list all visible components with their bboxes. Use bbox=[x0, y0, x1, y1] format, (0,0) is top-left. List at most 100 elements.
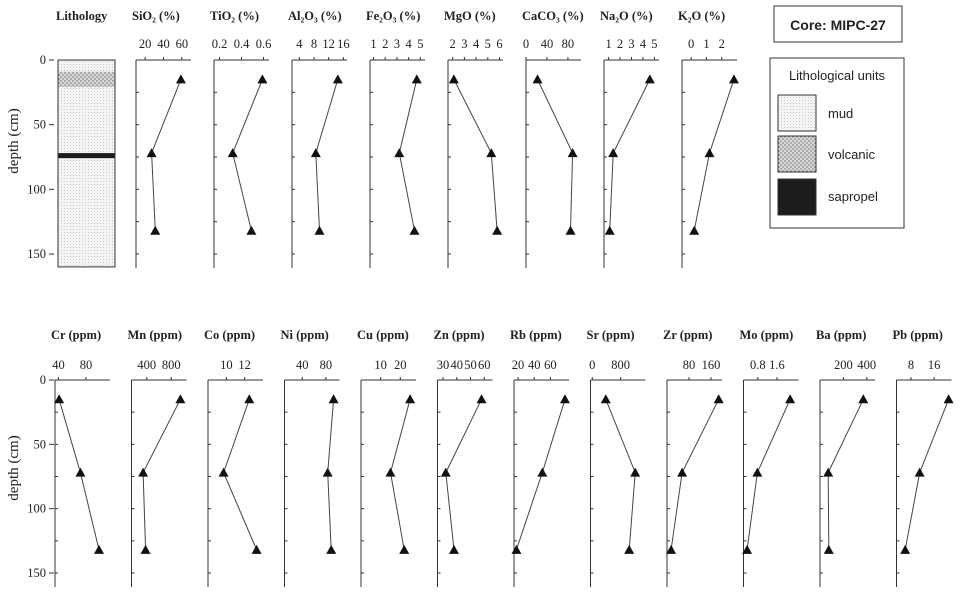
x-tick-label: 30 bbox=[437, 358, 450, 372]
data-point-marker bbox=[138, 467, 149, 477]
panel-title-sio: SiO₂ (%) bbox=[132, 9, 180, 23]
x-tick-label: 6 bbox=[496, 37, 502, 51]
x-tick-label: 80 bbox=[80, 358, 93, 372]
data-point-marker bbox=[713, 394, 724, 404]
panel-title-zn-ppm: Zn (ppm) bbox=[434, 328, 485, 342]
profile-line-zn-ppm bbox=[445, 399, 482, 550]
depth-ticks-bottom: 0 50 100 150 bbox=[27, 373, 54, 580]
x-tick-label: 80 bbox=[320, 358, 333, 372]
profile-line-tio bbox=[232, 79, 263, 231]
panel-title-mn-ppm: Mn (ppm) bbox=[128, 328, 183, 342]
data-point-marker bbox=[314, 225, 325, 235]
x-tick-label: 40 bbox=[451, 358, 464, 372]
x-tick-label: 0 bbox=[688, 37, 694, 51]
panel-tio: TiO₂ (%) 0.2 0.4 0.6 bbox=[210, 9, 271, 268]
y-axis-label-top: depth (cm) bbox=[6, 108, 22, 173]
x-tick-label: 60 bbox=[544, 358, 557, 372]
x-tick-label: 0 bbox=[589, 358, 595, 372]
data-point-marker bbox=[600, 394, 611, 404]
x-tick-label: 0.8 bbox=[750, 358, 766, 372]
data-point-marker bbox=[689, 225, 700, 235]
panel-title-mgo: MgO (%) bbox=[444, 9, 496, 23]
panel-mgo: MgO (%) 2 3 4 5 6 bbox=[444, 9, 503, 268]
x-tick-label: 40 bbox=[541, 37, 554, 51]
data-point-marker bbox=[227, 148, 238, 158]
x-tick-label: 4 bbox=[473, 37, 480, 51]
data-point-marker bbox=[914, 467, 925, 477]
x-tick-label: 16 bbox=[337, 37, 350, 51]
x-tick-label: 800 bbox=[611, 358, 630, 372]
depth-tick-label: 150 bbox=[27, 247, 46, 261]
profile-line-sio bbox=[151, 79, 182, 231]
x-tick-label: 0.4 bbox=[234, 37, 250, 51]
panel-al-o: Al₂O₃ (%) 4 8 12 16 bbox=[288, 9, 350, 268]
x-tick-label: 3 bbox=[394, 37, 400, 51]
data-point-marker bbox=[565, 225, 576, 235]
panel-title-na-o: Na₂O (%) bbox=[600, 9, 653, 23]
data-point-marker bbox=[385, 467, 396, 477]
x-tick-label: 20 bbox=[394, 358, 407, 372]
x-tick-label: 160 bbox=[702, 358, 721, 372]
data-point-marker bbox=[604, 225, 615, 235]
panel-ba-ppm: Ba (ppm) 200 400 bbox=[816, 328, 876, 587]
panel-ni-ppm: Ni (ppm) 40 80 bbox=[281, 328, 340, 587]
x-tick-label: 0.6 bbox=[256, 37, 272, 51]
x-tick-label: 12 bbox=[322, 37, 335, 51]
panel-title-fe-o: Fe₂O₃ (%) bbox=[366, 9, 420, 23]
depth-tick-label: 100 bbox=[27, 182, 46, 196]
x-tick-label: 80 bbox=[683, 358, 696, 372]
data-point-marker bbox=[332, 74, 343, 84]
panel-title-tio: TiO₂ (%) bbox=[210, 9, 259, 23]
lithology-legend: Lithological units mud volcanic sapropel bbox=[769, 57, 905, 229]
core-label-box bbox=[773, 5, 903, 43]
data-point-marker bbox=[644, 74, 655, 84]
x-tick-label: 400 bbox=[857, 358, 876, 372]
legend-label-mud: mud bbox=[828, 106, 853, 121]
legend-swatch-mud bbox=[777, 94, 817, 132]
legend-label-volcanic: volcanic bbox=[828, 147, 875, 162]
data-point-marker bbox=[448, 74, 459, 84]
legend-label-sapropel: sapropel bbox=[828, 189, 878, 204]
data-point-marker bbox=[257, 74, 268, 84]
x-tick-label: 10 bbox=[220, 358, 233, 372]
data-point-marker bbox=[175, 74, 186, 84]
lithology-layer-mud bbox=[58, 60, 115, 72]
data-point-marker bbox=[310, 148, 321, 158]
panel-zn-ppm: Zn (ppm) 30 40 50 60 bbox=[434, 328, 493, 587]
lithology-layer-sapropel bbox=[58, 153, 115, 159]
data-point-marker bbox=[532, 74, 543, 84]
data-point-marker bbox=[75, 467, 86, 477]
x-tick-label: 1 bbox=[605, 37, 611, 51]
data-point-marker bbox=[54, 394, 65, 404]
x-tick-label: 5 bbox=[651, 37, 657, 51]
data-point-marker bbox=[486, 148, 497, 158]
x-tick-label: 400 bbox=[137, 358, 156, 372]
panel-cu-ppm: Cu (ppm) 10 20 bbox=[357, 328, 416, 587]
profile-line-co-ppm bbox=[223, 399, 258, 550]
data-point-marker bbox=[251, 544, 262, 554]
x-tick-label: 50 bbox=[464, 358, 477, 372]
data-point-marker bbox=[246, 225, 257, 235]
panel-title-al-o: Al₂O₃ (%) bbox=[288, 9, 342, 23]
x-tick-label: 0 bbox=[523, 37, 529, 51]
lithology-column bbox=[57, 59, 116, 268]
panel-title-caco: CaCO₃ (%) bbox=[522, 9, 584, 23]
lithology-column-frame bbox=[57, 59, 116, 268]
panel-title-sr-ppm: Sr (ppm) bbox=[587, 328, 635, 342]
panel-title-co-ppm: Co (ppm) bbox=[204, 328, 255, 342]
data-point-marker bbox=[630, 467, 641, 477]
x-tick-label: 1 bbox=[370, 37, 376, 51]
data-point-marker bbox=[666, 544, 677, 554]
data-point-marker bbox=[94, 544, 104, 554]
x-tick-label: 5 bbox=[485, 37, 491, 51]
panel-pb-ppm: Pb (ppm) 8 16 bbox=[893, 328, 954, 587]
core-label: Core: MIPC-27 bbox=[790, 17, 886, 33]
data-point-marker bbox=[146, 148, 157, 158]
y-axis-label-bottom: depth (cm) bbox=[6, 435, 22, 500]
x-tick-label: 40 bbox=[528, 358, 541, 372]
panel-zr-ppm: Zr (ppm) 80 160 bbox=[663, 328, 724, 587]
panel-sio: SiO₂ (%) 20 40 60 bbox=[132, 9, 191, 268]
x-tick-label: 20 bbox=[139, 37, 152, 51]
panel-title-ba-ppm: Ba (ppm) bbox=[816, 328, 866, 342]
